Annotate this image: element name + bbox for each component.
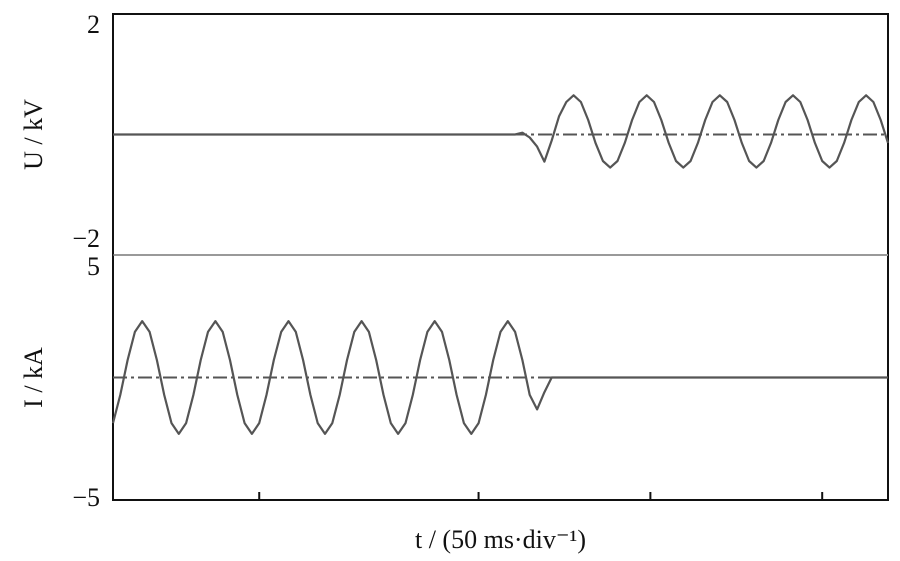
plot-frame bbox=[112, 13, 889, 501]
y-tick-label: −5 bbox=[72, 483, 100, 512]
y-tick-label: 2 bbox=[87, 10, 100, 39]
y-axis-label: I / kA bbox=[19, 347, 48, 408]
x-axis-label: t / (50 ms·div⁻¹) bbox=[415, 525, 586, 554]
y-tick-label: 5 bbox=[87, 252, 100, 281]
signal-line bbox=[113, 94, 890, 169]
y-tick-label: −2 bbox=[72, 224, 100, 253]
y-axis-label: U / kV bbox=[19, 99, 48, 170]
signal-line bbox=[111, 320, 888, 435]
